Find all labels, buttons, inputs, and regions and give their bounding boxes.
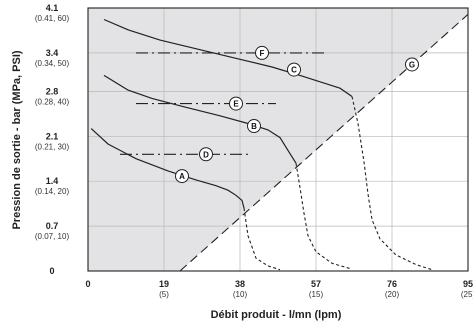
x-tick-label: 38 bbox=[235, 279, 245, 289]
series-line-g bbox=[179, 13, 469, 272]
x-tick-sublabel: (15) bbox=[309, 290, 324, 299]
y-axis-title: Pression de sortie - bar (MPa, PSI) bbox=[11, 50, 23, 229]
y-tick-sublabel: (0.28, 40) bbox=[35, 97, 70, 106]
series-marker-b bbox=[247, 119, 261, 134]
x-tick-sublabel: (5) bbox=[159, 290, 169, 299]
x-axis-title: Débit produit - l/mn (lpm) bbox=[211, 309, 342, 321]
series-marker-d bbox=[199, 147, 213, 162]
series-line-b bbox=[103, 74, 297, 164]
y-tick-labels: 0 0.7(0.07, 10) 1.4(0.14, 20) 2.1(0.21, 30)… bbox=[35, 3, 70, 276]
y-tick-label: 3.4 bbox=[46, 48, 59, 58]
x-tick-label: 76 bbox=[387, 279, 397, 289]
plot-layer: A B C D E F G bbox=[87, 7, 469, 272]
series-marker-label-g: G bbox=[409, 60, 415, 69]
y-tick-label: 2.8 bbox=[46, 86, 59, 96]
x-tick-label: 0 bbox=[85, 279, 90, 289]
x-tick-sublabel: (25) bbox=[461, 290, 473, 299]
y-tick-sublabel: (0.21, 30) bbox=[35, 142, 70, 151]
series-dashed-b bbox=[295, 163, 353, 270]
y-tick-label: 1.4 bbox=[46, 176, 59, 186]
series-marker-a bbox=[175, 169, 189, 184]
y-tick-label: 0.7 bbox=[46, 221, 59, 231]
series-marker-f bbox=[255, 45, 269, 60]
series-line-c bbox=[103, 18, 353, 97]
series-marker-e bbox=[229, 96, 243, 111]
x-tick-label: 57 bbox=[311, 279, 321, 289]
series-marker-label-d: D bbox=[203, 150, 209, 159]
series-marker-label-e: E bbox=[233, 100, 239, 109]
y-tick-label: 2.1 bbox=[46, 131, 59, 141]
y-tick-sublabel: (0.14, 20) bbox=[35, 187, 70, 196]
x-tick-label: 19 bbox=[159, 279, 169, 289]
plot-frame bbox=[87, 7, 469, 272]
y-tick-sublabel: (0.34, 50) bbox=[35, 59, 70, 68]
series-dashed-a bbox=[243, 208, 281, 271]
x-tick-sublabel: (20) bbox=[385, 290, 400, 299]
series-marker-label-a: A bbox=[179, 172, 185, 181]
y-tick-sublabel: (0.07, 10) bbox=[35, 232, 70, 241]
series-marker-label-f: F bbox=[260, 49, 265, 58]
x-tick-label: 95 bbox=[463, 279, 473, 289]
series-marker-g bbox=[405, 57, 419, 72]
series-marker-c bbox=[287, 62, 301, 77]
x-tick-labels: 0 19(5) 38(10) 57(15) 76(20) 95(25) bbox=[85, 279, 473, 299]
x-tick-sublabel: (10) bbox=[233, 290, 248, 299]
shaded-region bbox=[88, 8, 468, 271]
series-marker-label-c: C bbox=[291, 66, 297, 75]
y-tick-label: 4.1 bbox=[46, 3, 59, 13]
series-line-a bbox=[90, 128, 245, 209]
series-dashed-c bbox=[351, 96, 433, 271]
y-tick-label: 0 bbox=[49, 266, 54, 276]
y-tick-sublabel: (0.41, 60) bbox=[35, 14, 70, 23]
series-marker-label-b: B bbox=[251, 122, 257, 131]
